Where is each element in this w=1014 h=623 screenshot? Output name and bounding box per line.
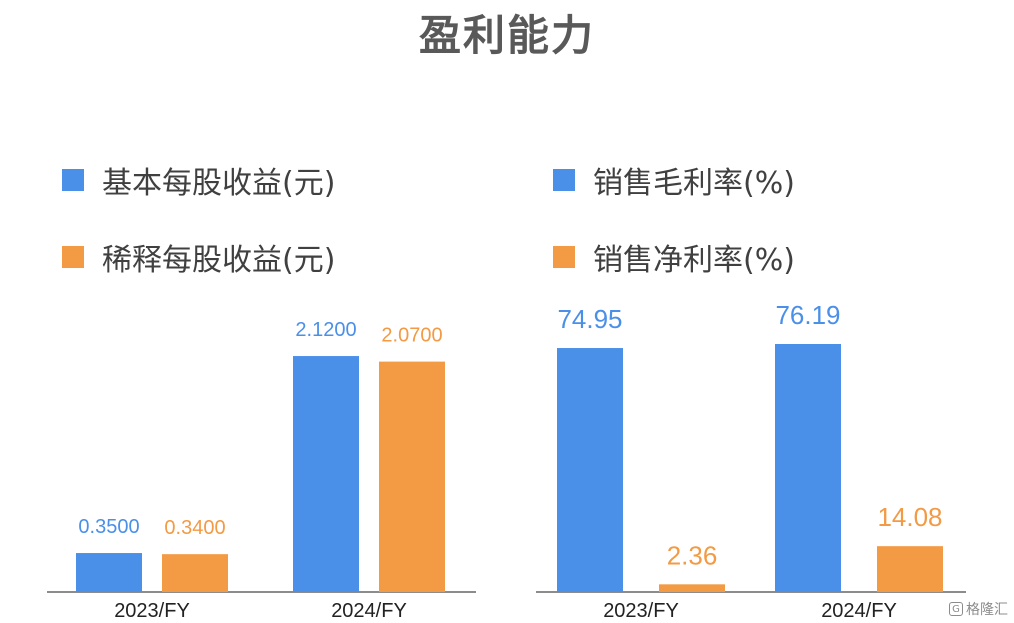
bar-orange (659, 584, 725, 592)
bar-orange (379, 361, 445, 592)
legend-item-diluted-eps: 稀释每股收益(元) (62, 237, 336, 278)
legend-label: 销售净利率(%) (593, 243, 795, 278)
legend-swatch-blue (553, 169, 575, 191)
data-label: 74.95 (557, 304, 622, 334)
bar-blue (557, 348, 623, 592)
data-label: 0.3400 (164, 517, 225, 539)
legend-label: 基本每股收益(元) (102, 166, 336, 201)
x-tick-label: 2023/FY (114, 600, 190, 622)
x-tick-label: 2024/FY (821, 600, 897, 622)
data-label: 2.1200 (295, 319, 356, 341)
bar-blue (775, 344, 841, 592)
legend-item-net-margin: 销售净利率(%) (553, 237, 795, 278)
data-label: 14.08 (877, 502, 942, 532)
watermark: G 格隆汇 (949, 599, 1008, 619)
watermark-logo-icon: G (949, 602, 963, 616)
legend-swatch-blue (62, 169, 84, 191)
page-title: 盈利能力 (418, 11, 595, 60)
data-label: 2.0700 (381, 325, 442, 347)
legend-label: 销售毛利率(%) (593, 166, 795, 201)
bar-blue (293, 356, 359, 592)
bar-orange (877, 546, 943, 592)
data-label: 2.36 (667, 540, 718, 570)
data-label: 0.3500 (78, 516, 139, 538)
legend-swatch-orange (553, 246, 575, 268)
x-tick-label: 2023/FY (603, 600, 679, 622)
legend-label: 稀释每股收益(元) (102, 243, 336, 278)
legend-swatch-orange (62, 246, 84, 268)
data-label: 76.19 (775, 300, 840, 330)
legend-item-gross-margin: 销售毛利率(%) (553, 160, 795, 201)
watermark-text: 格隆汇 (966, 602, 1008, 618)
x-tick-label: 2024/FY (331, 600, 407, 622)
bar-blue (76, 553, 142, 592)
bar-orange (162, 554, 228, 592)
legend-item-basic-eps: 基本每股收益(元) (62, 160, 336, 201)
